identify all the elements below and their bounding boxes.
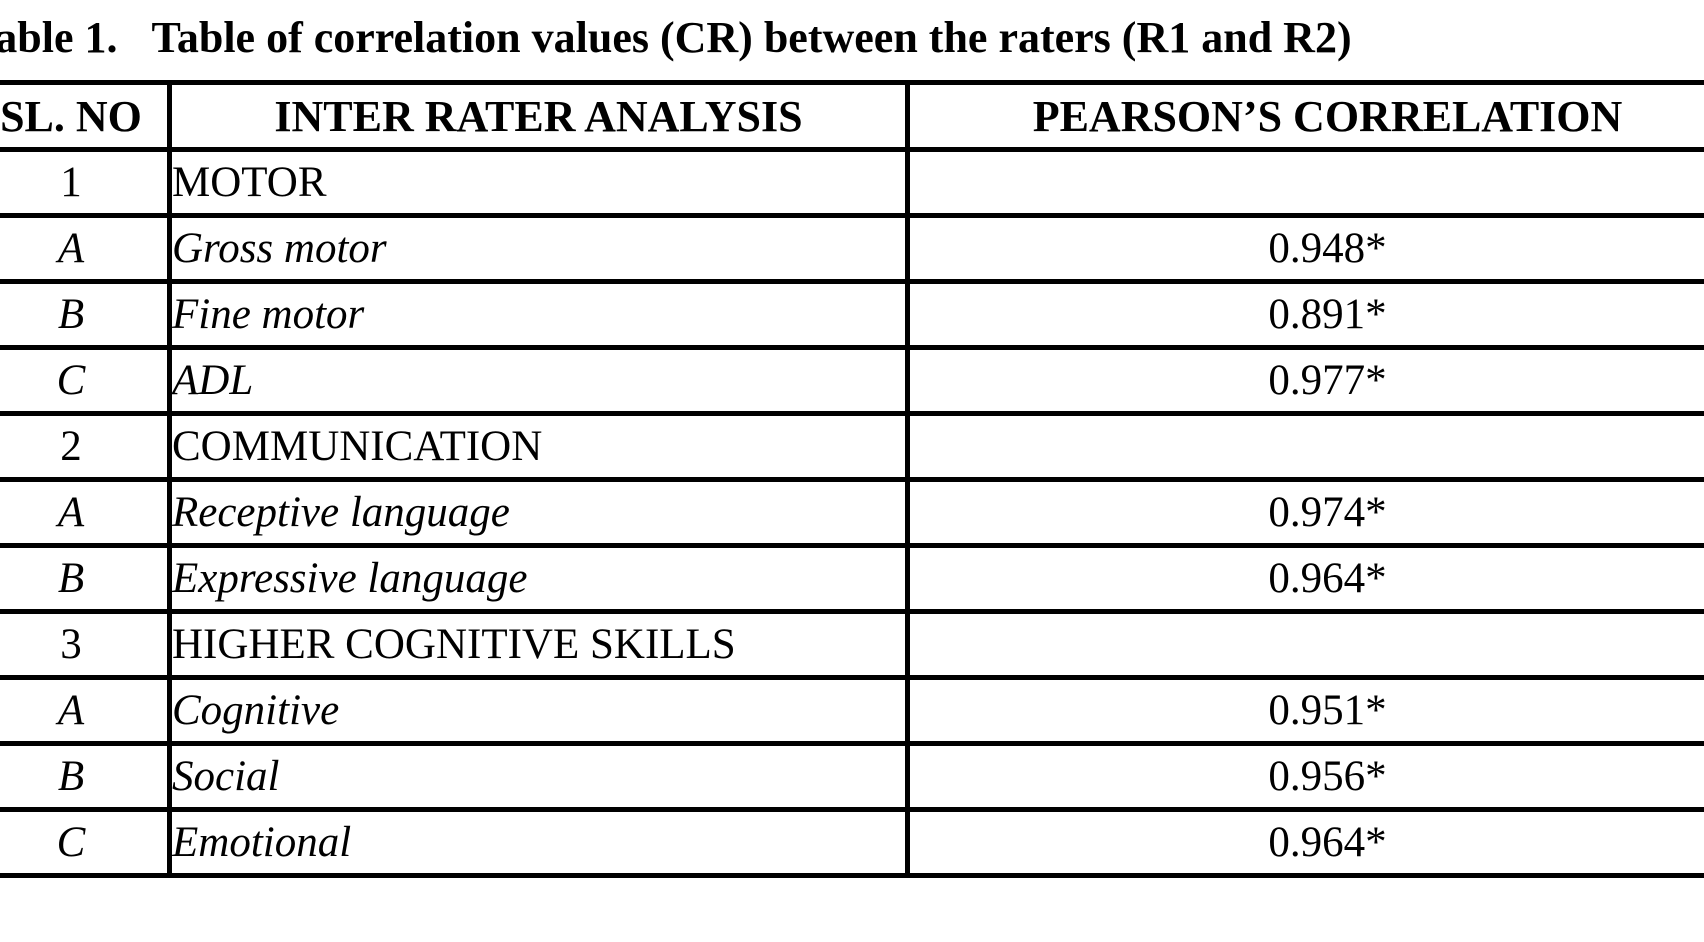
table-row: B Expressive language 0.964* xyxy=(0,543,1704,614)
analysis-cell: Expressive language xyxy=(167,543,910,614)
header-row: SL. NO INTER RATER ANALYSIS PEARSON’S CO… xyxy=(0,80,1704,152)
table-body: 1 MOTOR A Gross motor 0.948* B Fine moto… xyxy=(0,147,1704,878)
correlation-value-cell xyxy=(905,411,1704,482)
correlation-value-cell: 0.977* xyxy=(905,345,1704,416)
sl-no-cell: 3 xyxy=(0,609,172,680)
analysis-cell: Emotional xyxy=(167,807,910,878)
analysis-cell: Receptive language xyxy=(167,477,910,548)
column-header-inter-rater-analysis: INTER RATER ANALYSIS xyxy=(167,80,910,152)
table-row: A Receptive language 0.974* xyxy=(0,477,1704,548)
correlation-value-cell xyxy=(905,609,1704,680)
sl-no-cell: C xyxy=(0,345,172,416)
sl-no-cell: 1 xyxy=(0,147,172,218)
analysis-cell: MOTOR xyxy=(167,147,910,218)
correlation-value-cell: 0.948* xyxy=(905,213,1704,284)
table-row: A Gross motor 0.948* xyxy=(0,213,1704,284)
analysis-cell: COMMUNICATION xyxy=(167,411,910,482)
table-row: 3 HIGHER COGNITIVE SKILLS xyxy=(0,609,1704,680)
analysis-cell: HIGHER COGNITIVE SKILLS xyxy=(167,609,910,680)
table-caption-label: Table 1. xyxy=(0,13,118,62)
analysis-cell: Fine motor xyxy=(167,279,910,350)
sl-no-cell: B xyxy=(0,741,172,812)
correlation-value-cell: 0.964* xyxy=(905,807,1704,878)
table-row: A Cognitive 0.951* xyxy=(0,675,1704,746)
table-caption: Table 1. Table of correlation values (CR)… xyxy=(0,0,1704,80)
sl-no-cell: B xyxy=(0,279,172,350)
table-header: SL. NO INTER RATER ANALYSIS PEARSON’S CO… xyxy=(0,80,1704,152)
analysis-cell: Cognitive xyxy=(167,675,910,746)
correlation-value-cell: 0.891* xyxy=(905,279,1704,350)
table-caption-text: Table of correlation values (CR) between… xyxy=(151,13,1352,62)
page-content: Table 1. Table of correlation values (CR)… xyxy=(0,0,1704,878)
table-row: C ADL 0.977* xyxy=(0,345,1704,416)
sl-no-cell: 2 xyxy=(0,411,172,482)
analysis-cell: ADL xyxy=(167,345,910,416)
table-row: B Social 0.956* xyxy=(0,741,1704,812)
sl-no-cell: A xyxy=(0,675,172,746)
correlation-value-cell: 0.974* xyxy=(905,477,1704,548)
table-row: 1 MOTOR xyxy=(0,147,1704,218)
correlation-table: SL. NO INTER RATER ANALYSIS PEARSON’S CO… xyxy=(0,80,1704,878)
sl-no-cell: C xyxy=(0,807,172,878)
correlation-value-cell: 0.964* xyxy=(905,543,1704,614)
table-row: 2 COMMUNICATION xyxy=(0,411,1704,482)
column-header-sl-no: SL. NO xyxy=(0,80,172,152)
sl-no-cell: A xyxy=(0,213,172,284)
sl-no-cell: A xyxy=(0,477,172,548)
sl-no-cell: B xyxy=(0,543,172,614)
correlation-value-cell xyxy=(905,147,1704,218)
correlation-value-cell: 0.956* xyxy=(905,741,1704,812)
table-row: C Emotional 0.964* xyxy=(0,807,1704,878)
analysis-cell: Gross motor xyxy=(167,213,910,284)
table-row: B Fine motor 0.891* xyxy=(0,279,1704,350)
correlation-value-cell: 0.951* xyxy=(905,675,1704,746)
analysis-cell: Social xyxy=(167,741,910,812)
column-header-pearsons-correlation: PEARSON’S CORRELATION xyxy=(905,80,1704,152)
